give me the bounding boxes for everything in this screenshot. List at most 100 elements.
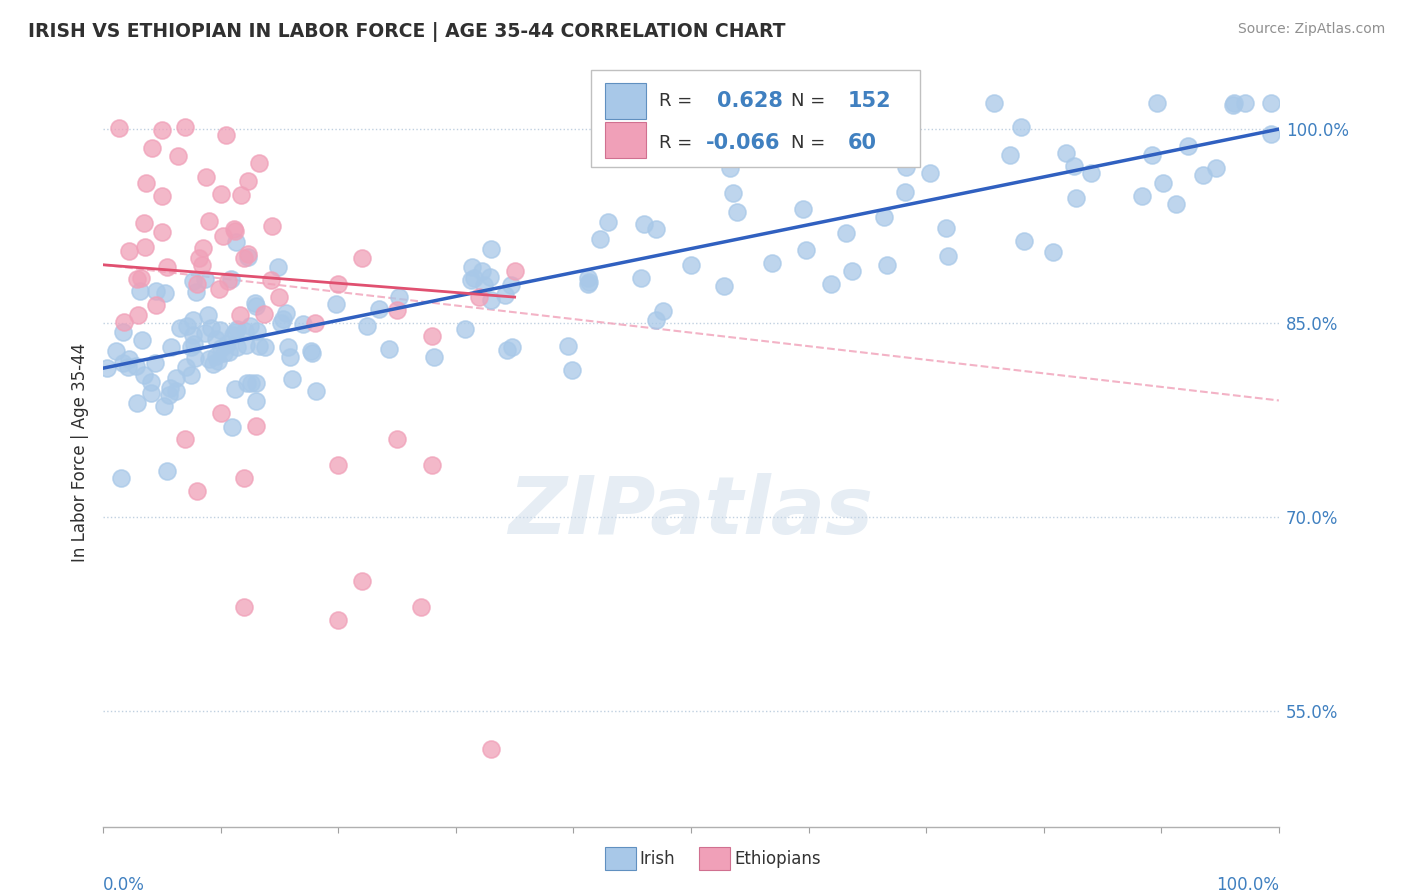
Point	[1205, 161, 1227, 176]
Text: ZIPatlas: ZIPatlas	[509, 473, 873, 551]
Point	[194, 169, 217, 184]
Point	[183, 336, 205, 351]
Point	[1260, 128, 1282, 142]
Point	[236, 247, 259, 261]
Point	[247, 156, 270, 170]
Point	[472, 278, 495, 293]
Point	[245, 295, 267, 310]
Point	[187, 251, 209, 265]
Point	[368, 301, 391, 316]
Point	[721, 186, 744, 201]
Point	[214, 346, 236, 360]
Point	[894, 186, 917, 200]
Point	[118, 351, 141, 366]
Point	[794, 243, 817, 257]
Point	[204, 332, 226, 346]
Point	[221, 419, 243, 434]
Point	[1152, 176, 1174, 190]
Point	[1192, 168, 1215, 182]
Point	[820, 277, 842, 292]
Point	[713, 279, 735, 293]
Text: 0.0%: 0.0%	[103, 876, 145, 892]
Point	[305, 384, 328, 398]
Point	[236, 173, 259, 187]
Point	[681, 258, 703, 272]
Point	[125, 395, 148, 409]
Point	[183, 274, 205, 288]
Point	[876, 259, 898, 273]
Point	[224, 382, 246, 396]
Point	[124, 359, 146, 373]
Point	[420, 329, 443, 343]
Point	[141, 376, 163, 390]
Point	[117, 359, 139, 374]
Point	[166, 149, 188, 163]
Point	[245, 419, 267, 434]
Point	[134, 216, 156, 230]
Point	[134, 240, 156, 254]
Point	[270, 316, 292, 330]
Point	[873, 210, 896, 224]
Point	[156, 464, 179, 478]
Point	[150, 123, 173, 137]
Point	[125, 272, 148, 286]
Point	[841, 263, 863, 277]
Point	[983, 96, 1005, 111]
Text: R =: R =	[659, 134, 693, 152]
Point	[131, 333, 153, 347]
Point	[224, 325, 246, 339]
Point	[180, 368, 202, 382]
Point	[633, 217, 655, 231]
Point	[239, 318, 262, 333]
Point	[111, 356, 134, 370]
Point	[356, 318, 378, 333]
Point	[222, 328, 245, 343]
Point	[176, 318, 198, 333]
Point	[935, 220, 957, 235]
Point	[169, 320, 191, 334]
Text: 60: 60	[848, 133, 876, 153]
Text: -0.066: -0.066	[706, 133, 780, 153]
Point	[186, 277, 208, 292]
Point	[194, 272, 217, 286]
Point	[422, 350, 444, 364]
Point	[385, 303, 408, 318]
Bar	[605, 122, 647, 159]
Point	[471, 264, 494, 278]
Point	[150, 189, 173, 203]
Point	[218, 345, 240, 359]
Point	[224, 224, 246, 238]
Point	[198, 214, 221, 228]
Point	[385, 432, 408, 446]
Point	[1064, 191, 1087, 205]
Point	[239, 376, 262, 391]
Point	[110, 471, 132, 485]
Point	[118, 244, 141, 259]
Point	[269, 290, 291, 304]
Point	[226, 322, 249, 336]
Point	[479, 293, 502, 308]
Point	[503, 264, 526, 278]
Point	[156, 260, 179, 274]
Point	[276, 306, 298, 320]
Point	[304, 316, 326, 330]
Point	[328, 458, 350, 472]
Point	[135, 177, 157, 191]
Point	[236, 376, 259, 390]
Point	[165, 371, 187, 385]
Text: Ethiopians: Ethiopians	[734, 850, 821, 868]
Point	[454, 322, 477, 336]
Point	[222, 221, 245, 235]
Point	[200, 321, 222, 335]
Point	[246, 324, 269, 338]
Bar	[605, 83, 647, 119]
Point	[229, 188, 252, 202]
Point	[155, 286, 177, 301]
Point	[180, 340, 202, 354]
Point	[328, 277, 350, 292]
Point	[225, 341, 247, 355]
Point	[479, 742, 502, 756]
Point	[260, 273, 283, 287]
Point	[1142, 148, 1164, 162]
Point	[174, 360, 197, 375]
